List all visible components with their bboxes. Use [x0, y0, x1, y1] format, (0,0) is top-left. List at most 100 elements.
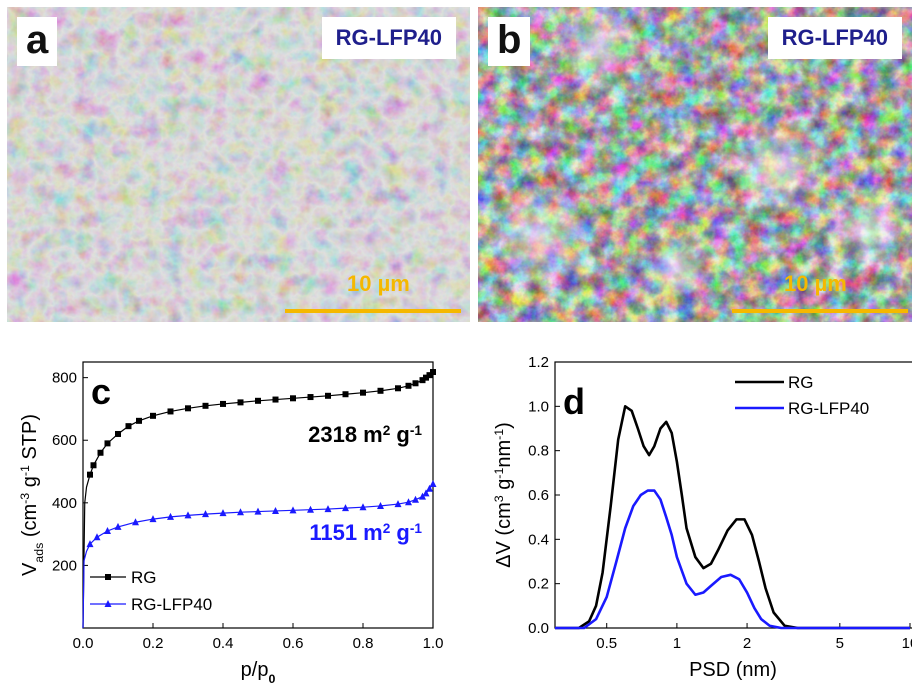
data-point-rg-lfp40: [307, 505, 314, 513]
x-tick-label-d: 2: [743, 635, 751, 652]
x-tick-label-c: 0.0: [73, 635, 94, 652]
panel-letter-d: d: [563, 381, 585, 422]
data-point-rg: [325, 392, 331, 399]
plot-frame-c: [82, 361, 434, 629]
data-point-rg: [90, 462, 97, 469]
data-point-rg-lfp40: [272, 506, 279, 514]
scale-bar-b: [732, 309, 908, 313]
isotherm-chart: 0.0 0.2 0.4 0.6 0.8 1.0 200 400 600 800 p/p0 Vads (…: [18, 361, 444, 686]
x-tick-label-d: 1: [673, 635, 681, 652]
scale-bar-label-b: 10 µm: [784, 271, 847, 296]
data-point-rg-lfp40: [377, 501, 384, 509]
data-point-rg: [423, 374, 429, 381]
y-tick-label-d: 1.0: [528, 398, 549, 415]
x-tick-label-c: 0.2: [143, 635, 164, 652]
data-point-rg-lfp40: [324, 505, 332, 513]
data-point-rg-lfp40: [104, 526, 111, 534]
data-point-rg: [360, 389, 366, 396]
data-point-rg-lfp40: [422, 489, 430, 497]
sem-image-a: a RG-LFP40 10 µm: [7, 7, 470, 322]
data-point-rg-lfp40: [202, 510, 209, 518]
series-line-rg-lfp40: [555, 489, 910, 630]
y-tick-label-d: 0.2: [528, 576, 549, 593]
data-point-rg-lfp40: [429, 480, 437, 488]
data-point-rg-lfp40: [167, 512, 174, 520]
data-point-rg: [237, 399, 244, 406]
legend-label-d-0: RG: [788, 373, 814, 392]
x-tick-label-c: 1.0: [423, 635, 444, 652]
data-point-rg-lfp40: [237, 508, 244, 516]
data-point-rg-lfp40: [412, 495, 419, 503]
legend-marker-rg: [105, 574, 111, 580]
scale-bar-a: [285, 309, 461, 313]
data-point-rg: [97, 449, 104, 456]
data-point-rg: [150, 412, 156, 419]
y-tick-label-d: 0.6: [528, 487, 549, 504]
data-point-rg: [220, 400, 226, 407]
data-point-rg-lfp40: [184, 511, 192, 519]
y-tick-label-c: 400: [52, 495, 77, 512]
data-point-rg: [395, 385, 401, 392]
data-point-rg-lfp40: [86, 540, 94, 548]
data-point-rg: [185, 405, 191, 412]
x-tick-label-d: 0.5: [596, 635, 617, 652]
data-point-rg-lfp40: [254, 507, 262, 515]
y-tick-label-d: 0.0: [528, 620, 549, 637]
x-tick-label-d: 5: [836, 635, 844, 652]
data-point-rg-lfp40: [426, 484, 433, 492]
data-point-rg-lfp40: [394, 500, 402, 508]
data-point-rg: [342, 391, 349, 398]
surface-area-label-rg-lfp40: 1151 m2 g-1: [309, 520, 422, 545]
data-point-rg-lfp40: [419, 492, 426, 500]
y-tick-label-d: 1.2: [528, 354, 549, 371]
data-point-rg-lfp40: [149, 515, 157, 523]
panel-letter-b: b: [488, 17, 531, 66]
sample-tag-b: RG-LFP40: [767, 17, 902, 59]
sample-tag-a: RG-LFP40: [321, 17, 456, 59]
x-axis-label-d: PSD (nm): [689, 659, 777, 681]
data-point-rg: [419, 377, 426, 384]
surface-area-label-rg: 2318 m2 g-1: [308, 422, 422, 447]
x-tick-label-c: 0.8: [353, 635, 374, 652]
data-point-rg: [87, 471, 93, 478]
legend-label-0: RG: [131, 568, 157, 587]
data-point-rg-lfp40: [359, 503, 367, 511]
y-tick-label-d: 0.8: [528, 443, 549, 460]
data-point-rg-lfp40: [405, 498, 412, 506]
legend-marker-rg-lfp40: [104, 600, 112, 607]
psd-chart: 0.5 1 2 5 10 0.0 0.2 0.4 0.6 0.8 1.0 1.2 PSD (nm) ΔV …: [492, 354, 912, 681]
legend-label-1: RG-LFP40: [131, 595, 212, 614]
panel-letter-a: a: [17, 17, 58, 66]
x-axis-label-c: p/p0: [241, 659, 276, 686]
data-point-rg: [377, 387, 384, 394]
data-point-rg: [125, 423, 132, 430]
y-tick-label-c: 200: [52, 557, 77, 574]
sem-texture-b: [478, 7, 912, 322]
data-point-rg: [272, 396, 279, 403]
data-point-rg: [290, 395, 296, 402]
data-point-rg-lfp40: [114, 522, 122, 530]
legend-label-d-1: RG-LFP40: [788, 399, 869, 418]
data-point-rg: [104, 440, 111, 447]
data-point-rg: [202, 402, 209, 409]
data-point-rg: [430, 369, 436, 376]
data-point-rg: [412, 380, 419, 387]
series-line-rg: [555, 405, 910, 630]
data-point-rg-lfp40: [219, 509, 227, 517]
x-tick-label-c: 0.6: [283, 635, 304, 652]
x-tick-label-c: 0.4: [213, 635, 234, 652]
y-axis-label-d: ΔV (cm3 g-1nm-1): [492, 422, 515, 568]
data-point-rg-lfp40: [93, 533, 101, 541]
data-point-rg-lfp40: [289, 506, 297, 514]
data-point-rg: [136, 417, 142, 424]
series-line-rg: [82, 371, 434, 629]
panel-letter-c: c: [91, 371, 111, 412]
sem-texture-a: [7, 7, 470, 322]
y-tick-label-c: 600: [52, 432, 77, 449]
data-point-rg: [426, 372, 433, 379]
sem-image-b: b RG-LFP40 10 µm: [478, 7, 912, 322]
scale-bar-label-a: 10 µm: [347, 271, 410, 296]
y-tick-label-c: 800: [52, 370, 77, 387]
data-point-rg: [255, 397, 261, 404]
